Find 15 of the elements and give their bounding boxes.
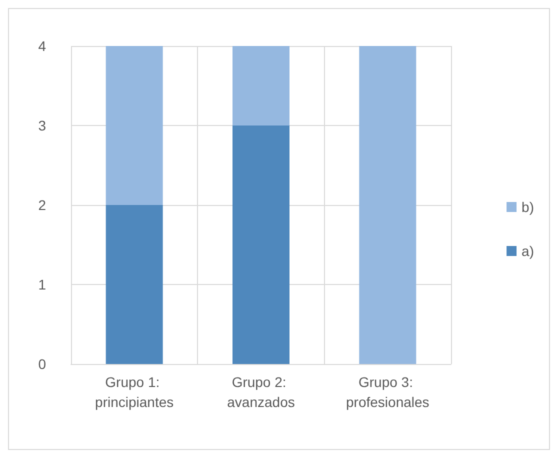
bar [232,46,290,126]
y-tick-label: 3 [38,118,46,134]
legend-label: a) [522,243,534,259]
bar [106,46,163,205]
x-tick-label: Grupo 1: principiantes [95,374,174,410]
y-tick-label: 2 [38,197,46,213]
x-tick-label: Grupo 2: avanzados [227,374,295,410]
y-tick-label: 4 [38,38,46,54]
bar [359,46,416,364]
bar [232,126,290,364]
legend-label: b) [522,199,534,215]
y-tick-label: 1 [38,276,46,292]
y-tick-label: 0 [38,356,46,372]
bar [106,205,163,364]
x-tick-label: Grupo 3: profesionales [346,374,430,410]
